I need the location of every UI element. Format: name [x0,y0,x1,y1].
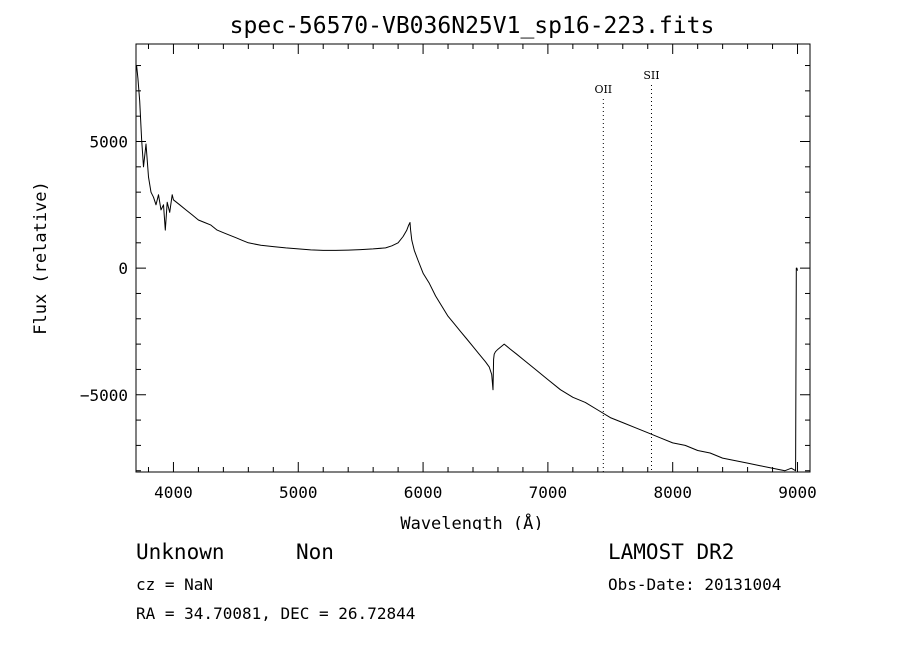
x-tick-label: 7000 [529,483,568,502]
x-tick-label: 6000 [404,483,443,502]
survey-name: LAMOST DR2 [608,540,735,564]
line-marker-label: SII [643,69,659,82]
x-tick-label: 4000 [154,483,193,502]
y-tick-label: 5000 [89,133,128,152]
observation-date: Obs-Date: 20131004 [608,575,782,594]
spectrum-line-0 [136,65,798,472]
redshift-cz: cz = NaN [136,575,214,594]
chart-title: spec-56570-VB036N25V1_sp16-223.fits [230,13,715,39]
y-tick-label: −5000 [80,386,128,405]
axis-ticks: 4000 5000 6000 7000 8000 9000 5000 0 −5000 [80,44,817,502]
object-subclass: Non [296,540,334,564]
x-tick-label: 8000 [653,483,692,502]
plot-frame [135,43,811,473]
line-marker-label: OII [594,83,612,96]
emission-line-markers: OII SII [594,69,660,472]
y-tick-label: 0 [118,259,128,278]
y-axis-label: Flux (relative) [31,181,51,335]
coordinates-radec: RA = 34.70081, DEC = 26.72844 [136,604,416,623]
x-tick-label: 5000 [279,483,318,502]
spectrum-plot: spec-56570-VB036N25V1_sp16-223.fits 4000… [31,13,817,530]
series-group [136,65,798,472]
x-axis-label: Wavelength (Å) [400,512,543,530]
x-tick-label: 9000 [778,483,817,502]
object-class: Unknown [136,540,225,564]
